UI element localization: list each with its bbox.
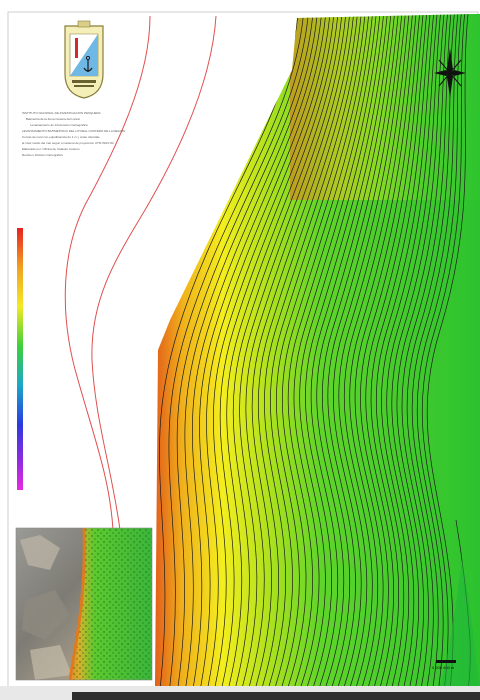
header-note: al nivel medio del mar segun el sistema … xyxy=(22,141,114,145)
scale-bar xyxy=(436,660,456,663)
contour-line xyxy=(245,14,351,686)
header-note: Batimetria de la Zona Costera del Litora… xyxy=(26,117,80,121)
contour-line xyxy=(226,14,339,686)
header-note: INSTITUTO NACIONAL DE INVESTIGACION PESQ… xyxy=(22,111,101,115)
bottom-bar xyxy=(0,686,480,700)
contour-line xyxy=(184,14,314,686)
contour-line xyxy=(310,14,392,686)
contour-line xyxy=(370,14,431,686)
depth-legend-bar xyxy=(17,228,23,490)
contour-line xyxy=(426,14,469,686)
contour-line xyxy=(264,14,362,686)
contour-line xyxy=(381,14,438,686)
contour-line xyxy=(343,14,413,686)
contour-line xyxy=(321,14,399,686)
north-arrow-icon xyxy=(434,48,466,98)
contour-line xyxy=(299,14,384,686)
contour-line xyxy=(287,14,377,686)
contour-line xyxy=(338,14,410,686)
contour-line xyxy=(199,14,322,686)
contour-line xyxy=(396,14,448,686)
contour-line xyxy=(191,14,318,686)
header-note: Revision: Division Cartografica xyxy=(22,153,63,157)
contour-line xyxy=(332,14,406,686)
bathymetry-area xyxy=(155,14,480,686)
contour-line xyxy=(293,14,381,686)
header-note: Elaborado por: Oficina de Catastro Coste… xyxy=(22,147,80,151)
contour-line xyxy=(386,14,441,686)
map-header-notes: INSTITUTO NACIONAL DE INVESTIGACION PESQ… xyxy=(22,110,172,182)
contour-line xyxy=(206,14,327,686)
contour-line xyxy=(219,14,335,686)
contour-lines xyxy=(159,14,471,686)
contour-line xyxy=(281,14,373,686)
contour-line xyxy=(258,14,358,686)
contour-line xyxy=(421,14,465,686)
emblem-icon xyxy=(62,20,106,100)
contour-line xyxy=(168,14,304,686)
contour-line xyxy=(406,14,455,686)
contour-line xyxy=(305,14,388,686)
contour-line xyxy=(354,14,420,686)
contour-line xyxy=(176,14,309,686)
scale-label: 0 200 400 m xyxy=(432,665,455,670)
header-note: Levantamiento de Informacion Cartografic… xyxy=(30,123,88,127)
contour-line xyxy=(375,14,434,686)
inset-location-map xyxy=(16,528,152,680)
contour-line xyxy=(391,14,445,686)
contour-line xyxy=(327,14,403,686)
contour-line xyxy=(276,14,370,686)
header-note: Curvas de nivel con equidistancia de 1 m… xyxy=(22,135,100,139)
contour-line xyxy=(365,14,427,686)
header-note: LEVANTAMIENTO BATIMETRICO DEL LITORAL CO… xyxy=(22,129,126,133)
contour-line xyxy=(360,14,424,686)
contour-line xyxy=(316,14,395,686)
contour-line xyxy=(232,14,343,686)
contour-line xyxy=(239,14,347,686)
contour-line xyxy=(251,14,354,686)
contour-line xyxy=(270,14,366,686)
channel-lines xyxy=(64,15,217,531)
contour-line xyxy=(401,14,452,686)
contour-line xyxy=(416,14,462,686)
bottom-bar-dark xyxy=(72,692,480,700)
contour-line xyxy=(159,14,299,686)
contour-line xyxy=(411,14,459,686)
contour-line xyxy=(349,14,417,686)
contour-line xyxy=(213,14,331,686)
